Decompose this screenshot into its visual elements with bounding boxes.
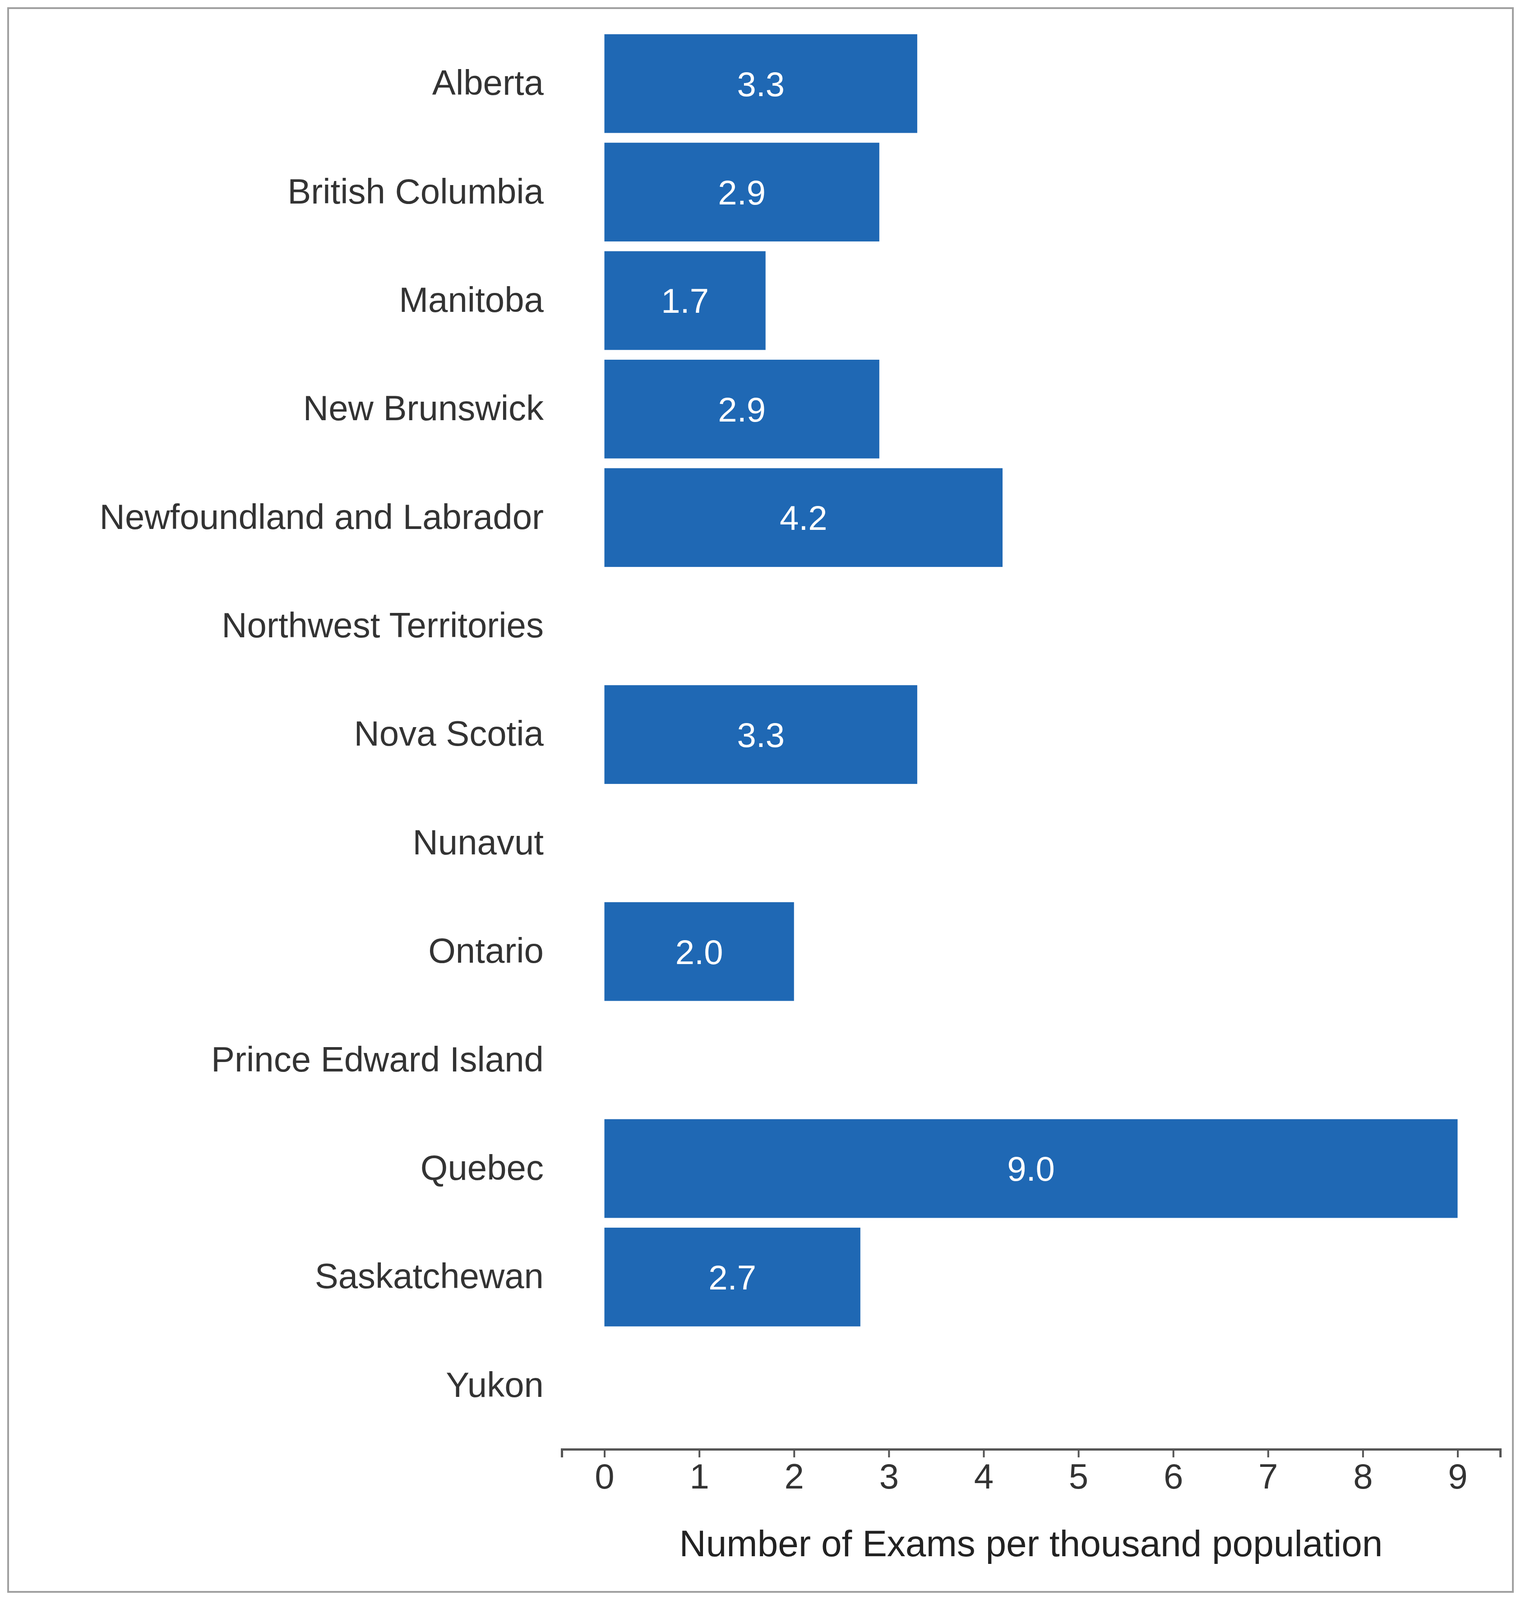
bar xyxy=(604,467,1003,567)
category-label: Nunavut xyxy=(412,822,544,862)
y-tick: Prince Edward Island xyxy=(211,1039,544,1079)
x-tick-mark xyxy=(982,1448,985,1457)
x-tick-mark xyxy=(1362,1448,1364,1457)
data-label: 4.2 xyxy=(779,498,828,537)
x-tick-label: 8 xyxy=(1353,1456,1373,1496)
category-label: Manitoba xyxy=(398,279,544,320)
x-tick: 2 xyxy=(784,1448,805,1496)
x-tick-label: 3 xyxy=(879,1456,899,1496)
y-tick: Yukon xyxy=(445,1364,544,1405)
x-tick: 0 xyxy=(594,1448,615,1496)
y-tick: Ontario xyxy=(428,930,544,971)
bar xyxy=(604,251,766,351)
x-tick-label: 2 xyxy=(784,1456,805,1496)
x-tick-label: 0 xyxy=(594,1456,615,1496)
data-label: 3.3 xyxy=(736,64,785,104)
bars xyxy=(604,34,1458,1327)
x-tick: 3 xyxy=(879,1448,899,1496)
x-tick-label: 1 xyxy=(689,1456,709,1496)
x-tick-mark xyxy=(1267,1448,1270,1457)
x-tick-mark xyxy=(793,1448,796,1457)
x-tick-mark xyxy=(1172,1448,1175,1457)
category-label: Ontario xyxy=(428,930,544,971)
x-axis-line xyxy=(562,1449,1501,1458)
x-tick-label: 9 xyxy=(1447,1456,1468,1496)
y-tick: Nova Scotia xyxy=(353,713,544,754)
data-label: 2.0 xyxy=(675,932,724,971)
y-axis: Alberta British Columbia Manitoba New Bruns… xyxy=(99,62,545,1405)
bar xyxy=(604,359,880,459)
bar xyxy=(604,901,795,1001)
category-label: Prince Edward Island xyxy=(211,1039,544,1079)
x-tick-label: 5 xyxy=(1068,1456,1089,1496)
bar xyxy=(604,1227,861,1327)
y-tick: Manitoba xyxy=(398,279,544,320)
x-tick-mark xyxy=(603,1448,606,1457)
x-tick: 5 xyxy=(1068,1448,1089,1496)
y-tick: British Columbia xyxy=(287,171,544,212)
category-label: Alberta xyxy=(432,62,545,103)
x-axis: 0 1 2 3 4 5 6 7 8 9 xyxy=(562,1448,1501,1496)
x-tick-mark xyxy=(1456,1448,1459,1457)
y-tick: Saskatchewan xyxy=(314,1255,544,1296)
data-label: 3.3 xyxy=(736,715,785,754)
x-tick: 6 xyxy=(1163,1448,1184,1496)
data-label: 1.7 xyxy=(661,281,709,320)
y-tick: Nunavut xyxy=(412,822,544,862)
x-axis-title: Number of Exams per thousand population xyxy=(679,1522,1383,1564)
x-tick-label: 7 xyxy=(1258,1456,1278,1496)
chart: 3.3 2.9 1.7 2.9 4.2 3.3 2.0 9.0 2.7 Alberta Britis… xyxy=(0,0,1521,1600)
x-tick: 4 xyxy=(974,1448,994,1496)
y-tick: Alberta xyxy=(432,62,545,103)
x-tick: 8 xyxy=(1353,1448,1373,1496)
data-label: 2.7 xyxy=(708,1257,757,1297)
data-labels: 3.3 2.9 1.7 2.9 4.2 3.3 2.0 9.0 2.7 xyxy=(661,64,1055,1297)
x-tick: 9 xyxy=(1447,1448,1468,1496)
y-tick: Northwest Territories xyxy=(221,605,544,645)
data-label: 9.0 xyxy=(1007,1149,1055,1188)
bar xyxy=(604,142,880,242)
category-label: Newfoundland and Labrador xyxy=(99,496,544,537)
x-tick: 7 xyxy=(1258,1448,1278,1496)
data-label: 2.9 xyxy=(717,173,766,212)
bar xyxy=(604,1118,1458,1218)
y-tick: New Brunswick xyxy=(303,388,545,428)
x-tick-label: 6 xyxy=(1163,1456,1184,1496)
y-tick: Quebec xyxy=(420,1147,544,1188)
x-tick: 1 xyxy=(689,1448,709,1496)
category-label: Saskatchewan xyxy=(314,1255,544,1296)
bar xyxy=(604,684,918,784)
x-tick-label: 4 xyxy=(974,1456,994,1496)
frame xyxy=(8,8,1513,1592)
category-label: Quebec xyxy=(420,1147,544,1188)
data-label: 2.9 xyxy=(717,390,766,429)
category-label: Nova Scotia xyxy=(353,713,544,754)
x-tick-mark xyxy=(887,1448,890,1457)
x-tick-mark xyxy=(1077,1448,1080,1457)
category-label: British Columbia xyxy=(287,171,544,212)
bar xyxy=(604,34,918,134)
category-label: New Brunswick xyxy=(303,388,545,428)
category-label: Northwest Territories xyxy=(221,605,544,645)
category-label: Yukon xyxy=(445,1364,544,1405)
y-tick: Newfoundland and Labrador xyxy=(99,496,544,537)
x-tick-mark xyxy=(698,1448,701,1457)
